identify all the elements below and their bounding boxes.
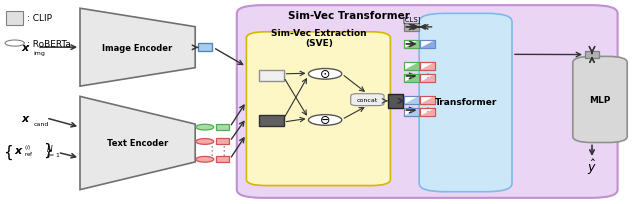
Circle shape: [308, 115, 342, 126]
Text: ⋮: ⋮: [217, 144, 230, 157]
Text: Text Encoder: Text Encoder: [107, 138, 168, 147]
Polygon shape: [404, 109, 419, 117]
FancyBboxPatch shape: [246, 33, 390, 186]
Bar: [216, 124, 229, 130]
Text: $i=1$: $i=1$: [46, 151, 61, 159]
Bar: [404, 109, 419, 117]
Text: ⋮: ⋮: [406, 69, 417, 79]
Text: [CLS]: [CLS]: [403, 16, 420, 23]
Bar: [216, 156, 229, 162]
Bar: [420, 109, 435, 117]
Polygon shape: [420, 75, 435, 83]
Polygon shape: [404, 63, 419, 70]
Bar: [404, 75, 419, 83]
Text: $\boldsymbol{x}$: $\boldsymbol{x}$: [20, 113, 31, 123]
Text: $N$: $N$: [46, 142, 54, 153]
Text: MLP: MLP: [589, 95, 611, 104]
Bar: [404, 24, 419, 32]
Bar: [388, 95, 403, 108]
FancyBboxPatch shape: [351, 94, 384, 106]
Bar: [420, 97, 435, 104]
Text: ${}^{(i)}_{\mathrm{ref}}$: ${}^{(i)}_{\mathrm{ref}}$: [24, 143, 34, 158]
Text: ⋮: ⋮: [422, 103, 433, 113]
Text: ⋮: ⋮: [406, 103, 417, 113]
Text: $\}$: $\}$: [43, 141, 52, 160]
Bar: [420, 109, 435, 117]
Bar: [404, 63, 419, 70]
Circle shape: [196, 125, 214, 130]
Text: img: img: [33, 51, 45, 55]
Text: ⋮: ⋮: [422, 69, 433, 79]
Bar: [259, 71, 284, 82]
Polygon shape: [404, 97, 419, 104]
Text: $\{$: $\{$: [3, 143, 13, 161]
Text: Transformer: Transformer: [435, 98, 497, 106]
Text: concat: concat: [356, 98, 378, 103]
Bar: [420, 97, 435, 104]
Text: : CLIP: : CLIP: [27, 14, 52, 23]
Bar: [404, 97, 419, 104]
Bar: [420, 41, 435, 49]
Bar: [216, 139, 229, 144]
Polygon shape: [80, 97, 195, 190]
Bar: [404, 109, 419, 117]
Bar: [420, 63, 435, 70]
Text: cand: cand: [33, 121, 49, 126]
Bar: [404, 97, 419, 104]
Polygon shape: [420, 63, 435, 70]
Text: $\hat{y}$: $\hat{y}$: [587, 157, 597, 176]
Bar: [6, 12, 23, 26]
Text: $\ominus$: $\ominus$: [319, 113, 331, 126]
Text: Sim-Vec Extraction
(SVE): Sim-Vec Extraction (SVE): [271, 29, 367, 48]
Bar: [585, 51, 599, 59]
Circle shape: [5, 41, 24, 47]
Text: $\boldsymbol{x}$: $\boldsymbol{x}$: [14, 146, 24, 155]
Bar: [420, 75, 435, 83]
Text: $\boldsymbol{x}$: $\boldsymbol{x}$: [20, 43, 31, 53]
Polygon shape: [404, 41, 419, 49]
Bar: [420, 75, 435, 83]
FancyBboxPatch shape: [573, 57, 627, 143]
Polygon shape: [80, 9, 195, 87]
FancyBboxPatch shape: [419, 14, 512, 192]
Polygon shape: [420, 41, 435, 49]
Bar: [404, 75, 419, 83]
Bar: [404, 41, 419, 49]
Text: Image Encoder: Image Encoder: [102, 43, 173, 52]
Bar: [404, 63, 419, 70]
FancyBboxPatch shape: [237, 6, 618, 198]
Text: Sim-Vec Transformer: Sim-Vec Transformer: [288, 11, 410, 21]
Polygon shape: [420, 109, 435, 117]
Bar: [420, 41, 435, 49]
Text: $\odot$: $\odot$: [319, 68, 331, 81]
Bar: [198, 44, 212, 52]
Circle shape: [196, 139, 214, 145]
Bar: [404, 41, 419, 49]
Circle shape: [196, 157, 214, 162]
Polygon shape: [404, 75, 419, 83]
Circle shape: [308, 69, 342, 80]
Bar: [420, 63, 435, 70]
Bar: [259, 116, 284, 126]
Text: : RoBERTa: : RoBERTa: [27, 39, 71, 48]
Polygon shape: [420, 97, 435, 104]
Text: ⋮: ⋮: [205, 144, 218, 157]
